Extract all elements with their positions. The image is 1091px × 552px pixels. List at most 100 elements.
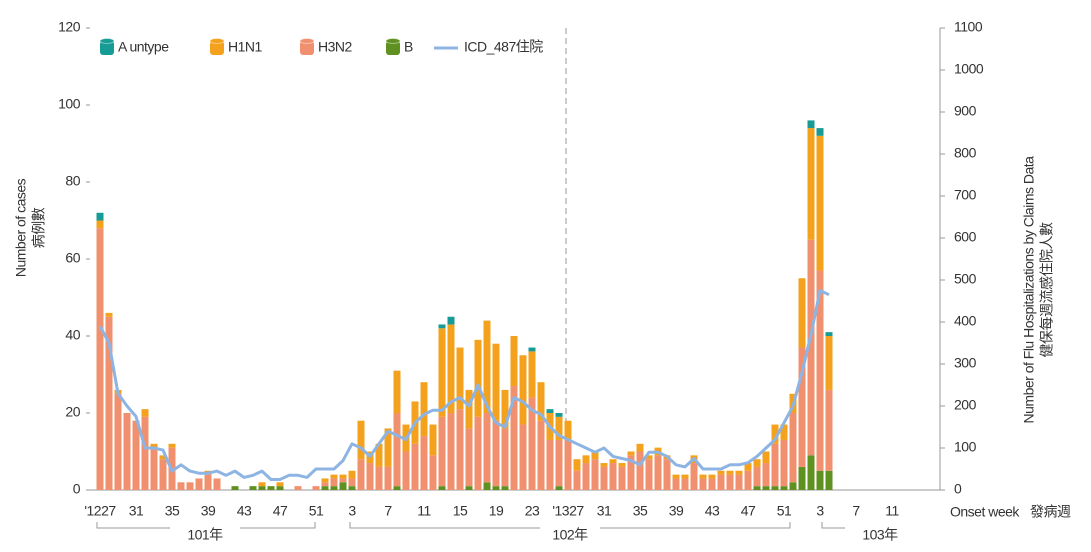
bar-segment <box>816 470 824 490</box>
bar-segment <box>573 459 581 471</box>
bar-segment <box>762 463 770 487</box>
bar-segment <box>330 474 338 479</box>
bar-segment <box>132 420 140 490</box>
x-tick-label: 43 <box>237 503 252 519</box>
bar-segment <box>510 386 518 490</box>
bar-segment <box>591 459 599 490</box>
legend-swatch-top <box>99 38 115 44</box>
y-tick-label: 100 <box>58 96 81 112</box>
y-axis-title-2: 病例數 <box>31 207 47 248</box>
bar-segment <box>258 486 266 490</box>
bar-segment <box>528 351 536 398</box>
x-tick-label: 35 <box>165 503 180 519</box>
bar-segment <box>789 482 797 490</box>
bar-segment <box>627 451 635 456</box>
y2-tick-label: 100 <box>954 439 977 455</box>
y2-tick-label: 300 <box>954 355 977 371</box>
bar-segment <box>591 451 599 460</box>
bar-segment <box>681 474 689 479</box>
bar-segment <box>753 466 761 487</box>
x-tick-label: 47 <box>741 503 756 519</box>
bar-segment <box>636 443 644 452</box>
bar-segment <box>825 470 833 490</box>
year-label: 102年 <box>552 527 588 543</box>
bar-segment <box>330 478 338 487</box>
bar-segment <box>456 347 464 410</box>
x-tick-label: 11 <box>417 503 431 519</box>
bar-segment <box>528 347 536 352</box>
bar-segment <box>555 439 563 487</box>
x-tick-label: '1327 <box>552 503 584 519</box>
x-tick-label: 19 <box>489 503 504 519</box>
bar-segment <box>537 420 545 490</box>
bar-segment <box>231 486 239 490</box>
y2-tick-label: 500 <box>954 271 977 287</box>
y-tick-label: 60 <box>65 250 80 266</box>
bar-segment <box>555 413 563 417</box>
bar-segment <box>708 478 716 490</box>
bar-segment <box>348 478 356 487</box>
y-tick-label: 120 <box>58 19 81 35</box>
x-tick-label: 35 <box>633 503 648 519</box>
bar-segment <box>546 439 554 490</box>
legend-swatch <box>386 41 400 55</box>
legend-swatch-top <box>385 38 401 44</box>
bar-segment <box>564 439 572 490</box>
y2-tick-label: 400 <box>954 313 977 329</box>
bar-segment <box>726 474 734 490</box>
bar-segment <box>267 486 275 490</box>
bar-segment <box>447 324 455 413</box>
bar-segment <box>105 316 113 490</box>
legend-swatch <box>100 41 114 55</box>
y2-tick-label: 1000 <box>954 61 984 77</box>
legend-label: A untype <box>118 39 169 55</box>
bar-segment <box>402 451 410 490</box>
bar-segment <box>420 382 428 437</box>
bar-segment <box>654 455 662 490</box>
bar-segment <box>690 463 698 490</box>
x-tick-label: 7 <box>384 503 392 519</box>
bar-segment <box>339 482 347 490</box>
bar-segment <box>294 486 302 490</box>
x-axis-title: Onset week <box>950 504 1020 520</box>
bar-segment <box>807 239 815 456</box>
bar-segment <box>159 455 167 460</box>
bar-segment <box>429 455 437 490</box>
bar-segment <box>276 486 284 490</box>
bar-segment <box>537 382 545 421</box>
bar-segment <box>330 486 338 490</box>
bar-segment <box>609 459 617 464</box>
y2-tick-label: 700 <box>954 187 977 203</box>
bar-segment <box>672 478 680 490</box>
bar-segment <box>510 336 518 387</box>
x-tick-label: 39 <box>669 503 684 519</box>
x-tick-label: 3 <box>816 503 824 519</box>
bar-segment <box>393 486 401 490</box>
bar-segment <box>789 413 797 483</box>
bar-segment <box>438 328 446 417</box>
bar-segment <box>753 486 761 490</box>
bar-segment <box>744 470 752 490</box>
bar-segment <box>762 451 770 464</box>
y2-tick-label: 1100 <box>954 19 983 35</box>
y2-tick-label: 200 <box>954 397 977 413</box>
bar-segment <box>771 443 779 487</box>
y2-tick-label: 600 <box>954 229 977 245</box>
bar-segment <box>555 416 563 440</box>
bar-segment <box>150 447 158 490</box>
bar-segment <box>501 428 509 487</box>
year-brackets <box>96 522 845 529</box>
bar-segment <box>339 474 347 479</box>
bar-segment <box>492 486 500 490</box>
bar-segment <box>312 486 320 490</box>
bar-segment <box>618 463 626 467</box>
x-tick-label: 7 <box>852 503 860 519</box>
x-tick-label: 31 <box>129 503 144 519</box>
bar-segment <box>672 474 680 479</box>
bar-segment <box>447 316 455 325</box>
x-tick-label: 47 <box>273 503 288 519</box>
x-tick-label: 3 <box>348 503 356 519</box>
y2-tick-label: 800 <box>954 145 977 161</box>
bar-segment <box>447 413 455 490</box>
bar-segment <box>519 424 527 490</box>
